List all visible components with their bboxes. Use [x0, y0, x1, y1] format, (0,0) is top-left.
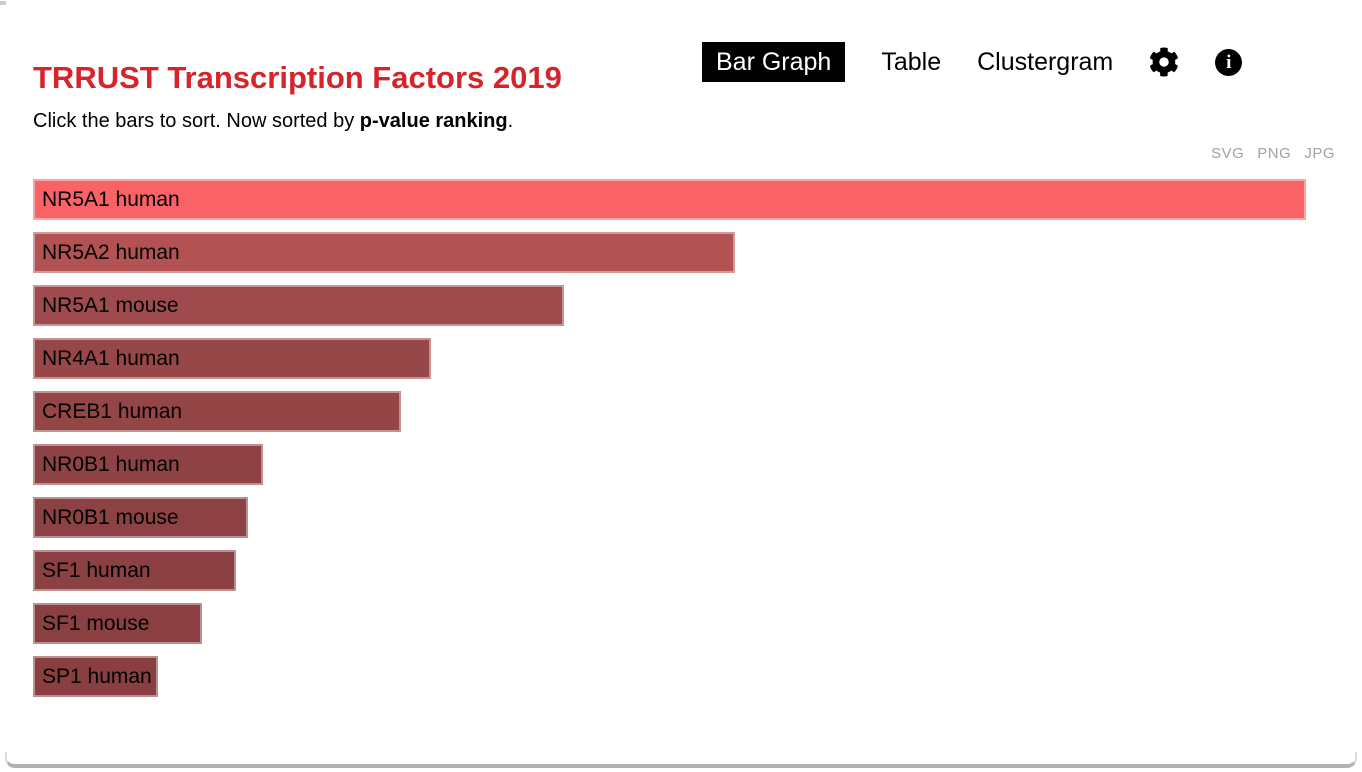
- tab-bar: Bar Graph Table Clustergram i: [702, 42, 1243, 82]
- bar-label: SF1 human: [42, 559, 151, 582]
- bar-label: NR5A1 mouse: [42, 294, 179, 317]
- bar-label: NR0B1 mouse: [42, 506, 179, 529]
- bar-nr4a1-human[interactable]: NR4A1 human: [33, 338, 431, 379]
- bar-nr5a2-human[interactable]: NR5A2 human: [33, 232, 735, 273]
- bar-nr0b1-human[interactable]: NR0B1 human: [33, 444, 263, 485]
- bar-sf1-mouse[interactable]: SF1 mouse: [33, 603, 202, 644]
- bar-label: NR5A2 human: [42, 241, 180, 264]
- sort-mode: p-value ranking: [359, 110, 508, 132]
- bar-creb1-human[interactable]: CREB1 human: [33, 391, 401, 432]
- window-bottom-edge: [5, 752, 1357, 768]
- sort-instruction: Click the bars to sort. Now sorted by p-…: [33, 108, 513, 134]
- bar-label: SF1 mouse: [42, 612, 150, 635]
- info-icon[interactable]: i: [1215, 48, 1243, 76]
- tab-clustergram[interactable]: Clustergram: [977, 48, 1114, 76]
- export-links: SVG PNG JPG: [1211, 145, 1335, 162]
- page-title: TRRUST Transcription Factors 2019: [33, 59, 562, 95]
- bar-chart: NR5A1 human NR5A2 human NR5A1 mouse NR4A1 h…: [33, 179, 1362, 709]
- bar-label: NR5A1 human: [42, 188, 180, 211]
- bar-label: CREB1 human: [42, 400, 183, 423]
- export-jpg-link[interactable]: JPG: [1304, 145, 1335, 162]
- bar-label: NR0B1 human: [42, 453, 180, 476]
- sort-instruction-suffix: .: [507, 110, 514, 132]
- bar-sf1-human[interactable]: SF1 human: [33, 550, 236, 591]
- tab-table[interactable]: Table: [881, 48, 942, 76]
- bar-nr5a1-mouse[interactable]: NR5A1 mouse: [33, 285, 564, 326]
- export-svg-link[interactable]: SVG: [1211, 145, 1245, 162]
- screen-artifact: [0, 1, 6, 5]
- bar-label: SP1 human: [42, 665, 152, 688]
- tab-bar-graph[interactable]: Bar Graph: [702, 42, 846, 82]
- bar-label: NR4A1 human: [42, 347, 180, 370]
- export-png-link[interactable]: PNG: [1257, 145, 1292, 162]
- bar-nr0b1-mouse[interactable]: NR0B1 mouse: [33, 497, 248, 538]
- sort-instruction-prefix: Click the bars to sort. Now sorted by: [33, 110, 360, 132]
- bar-sp1-human[interactable]: SP1 human: [33, 656, 158, 697]
- gear-icon[interactable]: [1149, 47, 1179, 77]
- bar-nr5a1-human[interactable]: NR5A1 human: [33, 179, 1306, 220]
